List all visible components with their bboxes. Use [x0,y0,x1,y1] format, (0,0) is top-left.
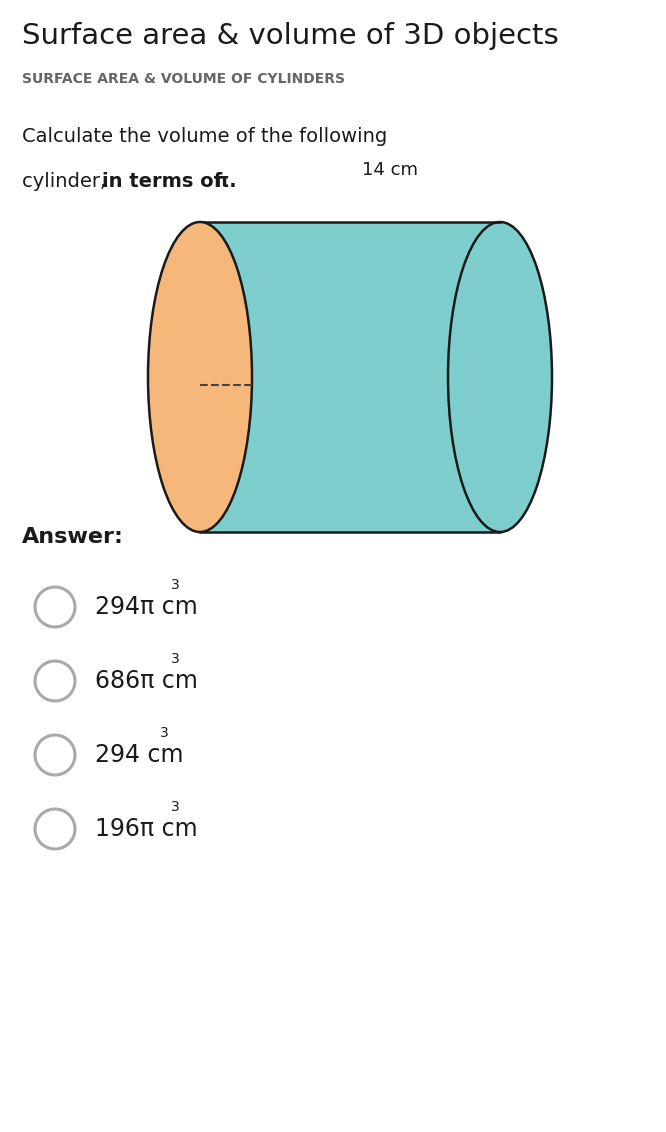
Text: 14 cm: 14 cm [362,161,418,179]
Text: 3: 3 [160,726,168,740]
Text: cylinder,: cylinder, [22,172,113,191]
Ellipse shape [448,222,552,532]
Text: Calculate the volume of the following: Calculate the volume of the following [22,127,387,146]
Text: 686π cm: 686π cm [95,669,198,693]
Ellipse shape [148,222,252,532]
Text: 3: 3 [170,652,179,666]
Text: 7 cm: 7 cm [190,349,231,367]
Text: 3: 3 [170,800,179,814]
Polygon shape [200,222,500,532]
Text: SURFACE AREA & VOLUME OF CYLINDERS: SURFACE AREA & VOLUME OF CYLINDERS [22,72,345,86]
Text: 196π cm: 196π cm [95,817,198,841]
Text: 294π cm: 294π cm [95,595,198,619]
Text: 294 cm: 294 cm [95,743,184,767]
Text: in terms of: in terms of [102,172,222,191]
Text: Answer:: Answer: [22,528,124,547]
Text: π.: π. [207,172,236,191]
Text: 3: 3 [170,578,179,592]
Text: Surface area & volume of 3D objects: Surface area & volume of 3D objects [22,22,559,50]
